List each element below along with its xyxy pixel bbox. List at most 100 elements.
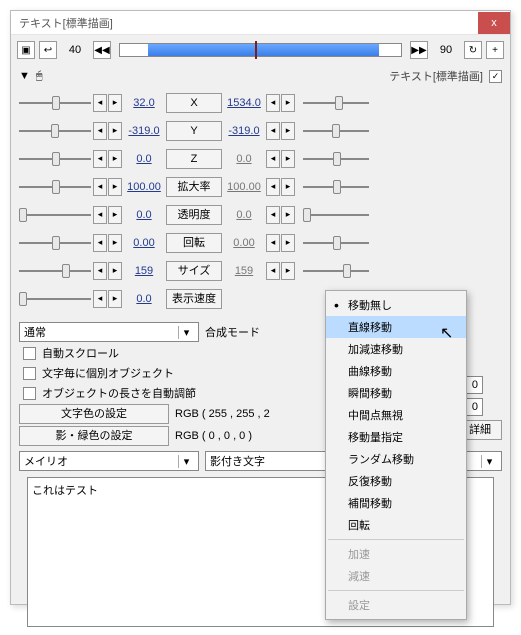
value-right[interactable]: 0.0 <box>224 209 264 221</box>
nudge-left-icon[interactable]: ◂ <box>93 150 107 168</box>
menu-item[interactable]: 中間点無視 <box>326 404 466 426</box>
slider-right[interactable] <box>303 261 369 281</box>
slider-left[interactable] <box>19 121 91 141</box>
nudge-right-icon[interactable]: ▸ <box>108 122 122 140</box>
value-right[interactable]: 1534.0 <box>224 97 264 109</box>
nudge-right-icon[interactable]: ▸ <box>108 234 122 252</box>
close-button[interactable]: x <box>478 12 510 34</box>
menu-item[interactable]: 加減速移動 <box>326 338 466 360</box>
nudge-right-icon[interactable]: ▸ <box>108 150 122 168</box>
font-dropdown[interactable]: メイリオ ▾ <box>19 451 199 471</box>
autolength-checkbox[interactable] <box>23 387 36 400</box>
value-left[interactable]: 0.0 <box>124 209 164 221</box>
slider-left[interactable] <box>19 205 91 225</box>
nudge-left-icon[interactable]: ◂ <box>266 94 280 112</box>
param-name-button[interactable]: 透明度 <box>166 205 222 225</box>
shadow-color-button[interactable]: 影・緑色の設定 <box>19 426 169 446</box>
add-icon[interactable]: + <box>486 41 504 59</box>
autoscroll-checkbox[interactable] <box>23 347 36 360</box>
nudge-right-icon[interactable]: ▸ <box>281 94 295 112</box>
value-left[interactable]: -319.0 <box>124 125 164 137</box>
nudge-right-icon[interactable]: ▸ <box>281 206 295 224</box>
param-name-button[interactable]: X <box>166 93 222 113</box>
value-left[interactable]: 0.00 <box>124 237 164 249</box>
chevron-down-icon[interactable]: ▾ <box>178 326 194 339</box>
nudge-left-icon[interactable]: ◂ <box>266 234 280 252</box>
menu-item[interactable]: 反復移動 <box>326 470 466 492</box>
nudge-left-icon[interactable]: ◂ <box>266 262 280 280</box>
value-right[interactable]: 0.00 <box>224 237 264 249</box>
text-color-button[interactable]: 文字色の設定 <box>19 404 169 424</box>
slider-left[interactable] <box>19 149 91 169</box>
nudge-left-icon[interactable]: ◂ <box>93 94 107 112</box>
slider-right[interactable] <box>303 93 369 113</box>
value-right[interactable]: 0.0 <box>224 153 264 165</box>
enable-checkbox[interactable]: ✓ <box>489 70 502 83</box>
slider-left[interactable] <box>19 261 91 281</box>
chevron-down-icon[interactable]: ▾ <box>481 455 497 468</box>
nudge-left-icon[interactable]: ◂ <box>93 290 107 308</box>
menu-item[interactable]: 曲線移動 <box>326 360 466 382</box>
slider-right[interactable] <box>303 149 369 169</box>
slider-right[interactable] <box>303 121 369 141</box>
back-icon[interactable]: ↩ <box>39 41 57 59</box>
param-name-button[interactable]: Y <box>166 121 222 141</box>
nudge-left-icon[interactable]: ◂ <box>266 122 280 140</box>
value-right[interactable]: 100.00 <box>224 181 264 193</box>
nudge-right-icon[interactable]: ▸ <box>281 262 295 280</box>
slider-right[interactable] <box>303 205 369 225</box>
camera-icon[interactable]: ▣ <box>17 41 35 59</box>
slider-left[interactable] <box>19 233 91 253</box>
value-left[interactable]: 159 <box>124 265 164 277</box>
nudge-left-icon[interactable]: ◂ <box>93 122 107 140</box>
menu-item[interactable]: 直線移動 <box>326 316 466 338</box>
next-button[interactable]: ▶▶ <box>410 41 428 59</box>
nudge-right-icon[interactable]: ▸ <box>281 122 295 140</box>
nudge-right-icon[interactable]: ▸ <box>281 234 295 252</box>
nudge-right-icon[interactable]: ▸ <box>281 178 295 196</box>
nudge-right-icon[interactable]: ▸ <box>281 150 295 168</box>
value-right[interactable]: 159 <box>224 265 264 277</box>
value-left[interactable]: 0.0 <box>124 153 164 165</box>
param-name-button[interactable]: 拡大率 <box>166 177 222 197</box>
nudge-right-icon[interactable]: ▸ <box>108 178 122 196</box>
param-name-button[interactable]: サイズ <box>166 261 222 281</box>
menu-item[interactable]: 補間移動 <box>326 492 466 514</box>
nudge-right-icon[interactable]: ▸ <box>108 262 122 280</box>
param-name-button[interactable]: 表示速度 <box>166 289 222 309</box>
chevron-down-icon[interactable]: ▾ <box>178 455 194 468</box>
timeline[interactable] <box>119 43 402 57</box>
menu-item[interactable]: 回転 <box>326 514 466 536</box>
slider-left[interactable] <box>19 177 91 197</box>
param-name-button[interactable]: 回転 <box>166 233 222 253</box>
nudge-left-icon[interactable]: ◂ <box>266 206 280 224</box>
slider-right[interactable] <box>303 233 369 253</box>
nudge-left-icon[interactable]: ◂ <box>266 178 280 196</box>
slider-right[interactable] <box>303 177 369 197</box>
menu-item[interactable]: 移動量指定 <box>326 426 466 448</box>
nudge-left-icon[interactable]: ◂ <box>93 178 107 196</box>
nudge-right-icon[interactable]: ▸ <box>108 206 122 224</box>
menu-item[interactable]: •移動無し <box>326 294 466 316</box>
value-left[interactable]: 100.00 <box>124 181 164 193</box>
value-left[interactable]: 32.0 <box>124 97 164 109</box>
slider-left[interactable] <box>19 289 91 309</box>
nudge-left-icon[interactable]: ◂ <box>93 206 107 224</box>
prev-button[interactable]: ◀◀ <box>93 41 111 59</box>
nudge-left-icon[interactable]: ◂ <box>266 150 280 168</box>
mouse-icon[interactable]: 🖱 <box>36 70 43 83</box>
nudge-left-icon[interactable]: ◂ <box>93 262 107 280</box>
value-left[interactable]: 0.0 <box>124 293 164 305</box>
nudge-right-icon[interactable]: ▸ <box>108 94 122 112</box>
param-name-button[interactable]: Z <box>166 149 222 169</box>
refresh-icon[interactable]: ↻ <box>464 41 482 59</box>
blend-mode-dropdown[interactable]: 通常 ▾ <box>19 322 199 342</box>
menu-item[interactable]: 瞬間移動 <box>326 382 466 404</box>
value-right[interactable]: -319.0 <box>224 125 264 137</box>
perchar-checkbox[interactable] <box>23 367 36 380</box>
menu-item[interactable]: ランダム移動 <box>326 448 466 470</box>
nudge-left-icon[interactable]: ◂ <box>93 234 107 252</box>
nudge-right-icon[interactable]: ▸ <box>108 290 122 308</box>
slider-left[interactable] <box>19 93 91 113</box>
collapse-icon[interactable]: ▼ <box>19 70 30 82</box>
